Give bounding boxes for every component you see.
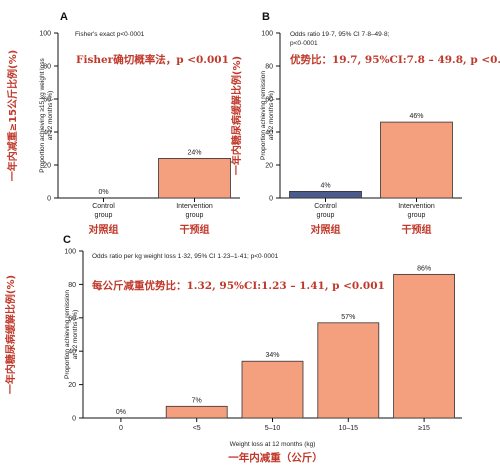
- y-tick-label-a: 80: [43, 64, 51, 71]
- x-tick-label-line: group: [317, 212, 335, 219]
- x-tick-label-line: group: [95, 212, 113, 219]
- y-tick-label-b: 0: [269, 196, 273, 203]
- y-axis-label-cn-c: 一年内糖尿病缓解比例(%): [4, 275, 17, 394]
- stat-text-c: Odds ratio per kg weight loss 1·32, 95% …: [92, 253, 279, 260]
- bar-value-label-a: 24%: [187, 149, 201, 156]
- y-tick-label-c: 20: [68, 382, 76, 389]
- x-tick-label-cn-b: 干预组: [402, 223, 432, 236]
- y-tick-label-b: 100: [261, 31, 273, 38]
- annotation-cn-a: Fisher确切概率法，p <0.001: [76, 53, 229, 66]
- y-axis-label-b: Proportion achieving remissionat 12 mont…: [260, 71, 275, 160]
- x-tick-label-a: Intervention group: [176, 203, 213, 219]
- panel-label-a: A: [60, 11, 68, 23]
- x-tick-label-b: Intervention group: [398, 203, 435, 219]
- x-tick-label-b: Control group: [314, 203, 337, 219]
- bar-value-label-c: 0%: [116, 409, 126, 416]
- x-tick-label-cn-b: 对照组: [311, 223, 341, 236]
- y-tick-label-c: 0: [72, 416, 76, 423]
- y-tick-label-a: 100: [39, 31, 51, 38]
- x-tick-label-cn-a: 对照组: [89, 223, 119, 236]
- y-axis-label-line: Proportion achieving ≥15 kg weight loss: [39, 58, 46, 173]
- y-tick-label-b: 20: [265, 163, 273, 170]
- y-axis-label-cn-b: 一年内糖尿病缓解比例(%): [230, 56, 243, 175]
- bar-b: [380, 121, 453, 199]
- bar-value-label-c: 86%: [417, 265, 431, 272]
- y-tick-label-c: 100: [64, 249, 76, 256]
- bar-c: [165, 405, 228, 419]
- bar-value-label-c: 57%: [341, 314, 355, 321]
- bar-c: [241, 360, 304, 419]
- y-axis-label-line: at 12 months (%): [268, 91, 275, 141]
- bar-a: [158, 157, 231, 199]
- x-tick-label-c: 0: [119, 425, 123, 432]
- x-tick-label-line: Intervention: [176, 203, 213, 210]
- bar-value-label-a: 0%: [98, 189, 108, 196]
- x-tick-label-c: ≥15: [418, 425, 430, 432]
- x-tick-label-line: group: [186, 212, 204, 219]
- bar-value-label-b: 46%: [409, 113, 423, 120]
- bar-b: [289, 190, 362, 199]
- y-axis-label-line: Proportion achieving remission: [260, 71, 267, 160]
- panel-label-c: C: [63, 234, 71, 246]
- annotation-cn-c: 每公斤减重优势比：1.32, 95%CI:1.23 – 1.41, p <0.0…: [92, 279, 385, 292]
- y-tick-label-c: 40: [68, 349, 76, 356]
- y-axis-label-line: at 12 months (%): [47, 91, 54, 141]
- x-tick-label-c: <5: [193, 425, 201, 432]
- stat-line: p<0·0001: [290, 40, 318, 47]
- y-tick-label-c: 80: [68, 282, 76, 289]
- x-axis-label-c: Weight loss at 12 months (kg): [230, 441, 316, 448]
- y-tick-label-a: 0: [47, 196, 51, 203]
- y-tick-label-b: 80: [265, 64, 273, 71]
- bar-value-label-c: 34%: [265, 352, 279, 359]
- bar-c: [317, 322, 380, 419]
- panel-c: C Odds ratio per kg weight loss 1·32, 95%…: [4, 234, 462, 464]
- stat-text-b: Odds ratio 19·7, 95% CI 7·8–49·8; p<0·000…: [290, 31, 390, 47]
- panel-b: B Odds ratio 19·7, 95% CI 7·8–49·8; p<0·00…: [230, 11, 500, 236]
- y-tick-label-a: 20: [43, 163, 51, 170]
- y-axis-label-line: at 12 months (%): [72, 310, 79, 360]
- x-tick-label-line: Control: [314, 203, 337, 210]
- panel-label-b: B: [262, 11, 270, 23]
- bar-c: [393, 273, 456, 419]
- x-tick-label-cn-a: 干预组: [180, 223, 210, 236]
- y-tick-label-b: 60: [265, 97, 273, 104]
- x-tick-label-line: group: [408, 212, 426, 219]
- stat-line: Odds ratio 19·7, 95% CI 7·8–49·8;: [290, 31, 390, 38]
- panel-a: A Fisher's exact p<0·0001 Fisher确切概率法，p <0…: [6, 11, 240, 236]
- x-tick-label-line: Control: [92, 203, 115, 210]
- y-tick-label-b: 40: [265, 130, 273, 137]
- y-tick-label-c: 60: [68, 315, 76, 322]
- x-axis-label-cn-c: 一年内减重（公斤）: [228, 451, 323, 464]
- x-tick-label-line: Intervention: [398, 203, 435, 210]
- x-tick-label-c: 10–15: [339, 425, 359, 432]
- y-axis-label-cn-a: 一年内减重≥15公斤比例(%): [6, 50, 19, 181]
- annotation-cn-b: 优势比：19.7, 95%CI:7.8 – 49.8, p <0.001: [290, 53, 500, 66]
- bar-value-label-c: 7%: [192, 397, 202, 404]
- y-tick-label-a: 40: [43, 130, 51, 137]
- y-axis-label-a: Proportion achieving ≥15 kg weight lossa…: [39, 58, 54, 173]
- y-axis-label-line: Proportion achieving remission: [64, 290, 71, 379]
- bar-value-label-b: 4%: [320, 182, 330, 189]
- y-tick-label-a: 60: [43, 97, 51, 104]
- stat-text-a: Fisher's exact p<0·0001: [75, 31, 145, 38]
- x-tick-label-a: Control group: [92, 203, 115, 219]
- y-axis-label-c: Proportion achieving remissionat 12 mont…: [64, 290, 79, 379]
- x-tick-label-c: 5–10: [265, 425, 281, 432]
